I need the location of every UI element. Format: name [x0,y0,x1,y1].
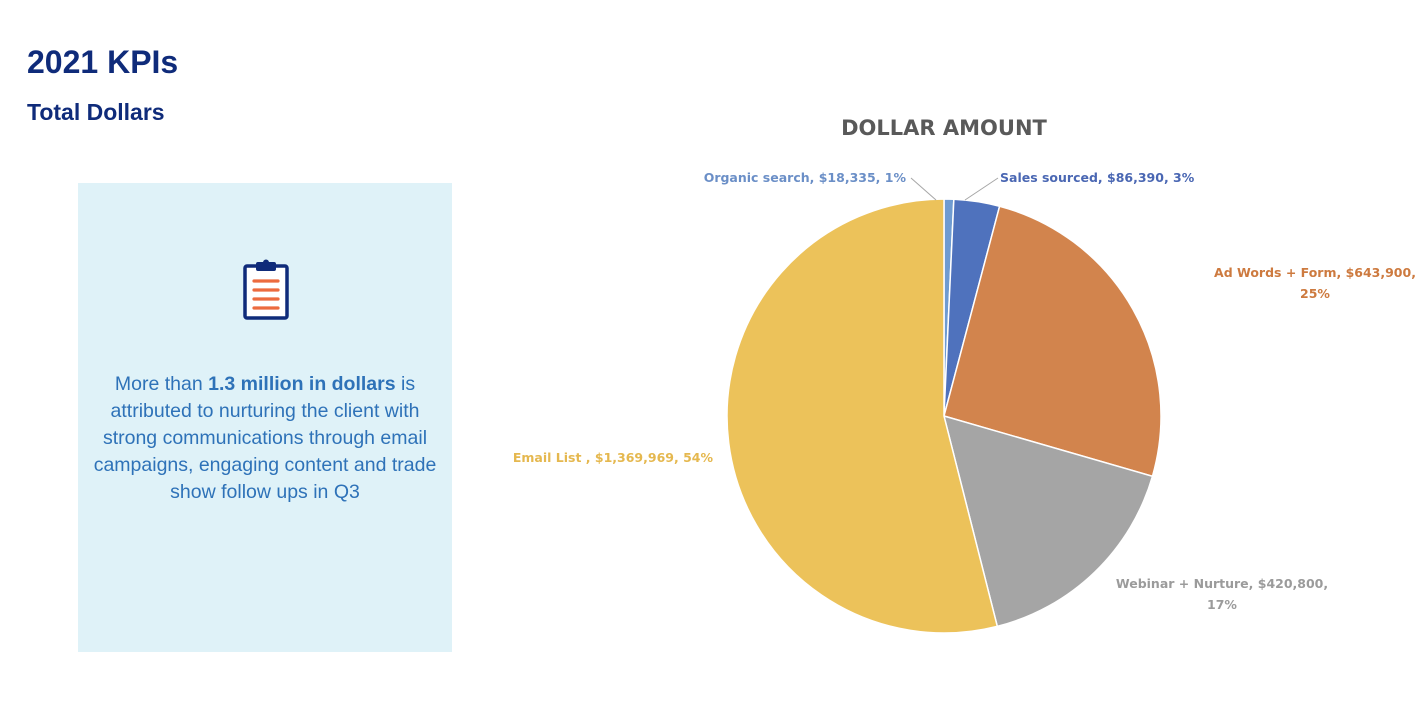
data-labels: Organic search, $18,335, 1% Sales sourced… [513,170,1416,612]
pie-slices [726,198,1162,634]
clipboard-icon [242,259,290,321]
dollar-amount-pie-chart: DOLLAR AMOUNT Organic search, $18,335, 1… [470,100,1420,700]
page-subtitle: Total Dollars [27,99,165,125]
card-text: More than 1.3 million in dollars is attr… [92,371,438,506]
card-text-intro: More than [114,372,209,395]
pie-slice-ad-words-form [943,205,1162,478]
info-card: More than 1.3 million in dollars is attr… [78,183,452,652]
data-label-organic-search: Organic search, $18,335, 1% [704,170,907,185]
pie-slice-email-list [726,198,999,634]
data-label-email-list: Email List , $1,369,969, 54% [513,450,714,465]
pie-slice-webinar-nurture [942,414,1154,628]
data-label-ad-words-form: Ad Words + Form, $643,900, 25% [1214,265,1416,301]
page-title: 2021 KPIs [27,44,179,80]
leader-line-sales-sourced [964,177,999,201]
card-text-highlight: 1.3 million in dollars [208,372,396,395]
card-text-body: is attributed to nurturing the client wi… [93,372,437,503]
leader-line-organic-search [910,177,937,201]
data-label-sales-sourced: Sales sourced, $86,390, 3% [1000,170,1195,185]
chart-title: DOLLAR AMOUNT [841,116,1047,140]
leader-lines [910,177,999,201]
pie-chart-svg: DOLLAR AMOUNT Organic search, $18,335, 1… [513,116,1416,634]
data-label-webinar-nurture: Webinar + Nurture, $420,800, 17% [1116,576,1328,612]
